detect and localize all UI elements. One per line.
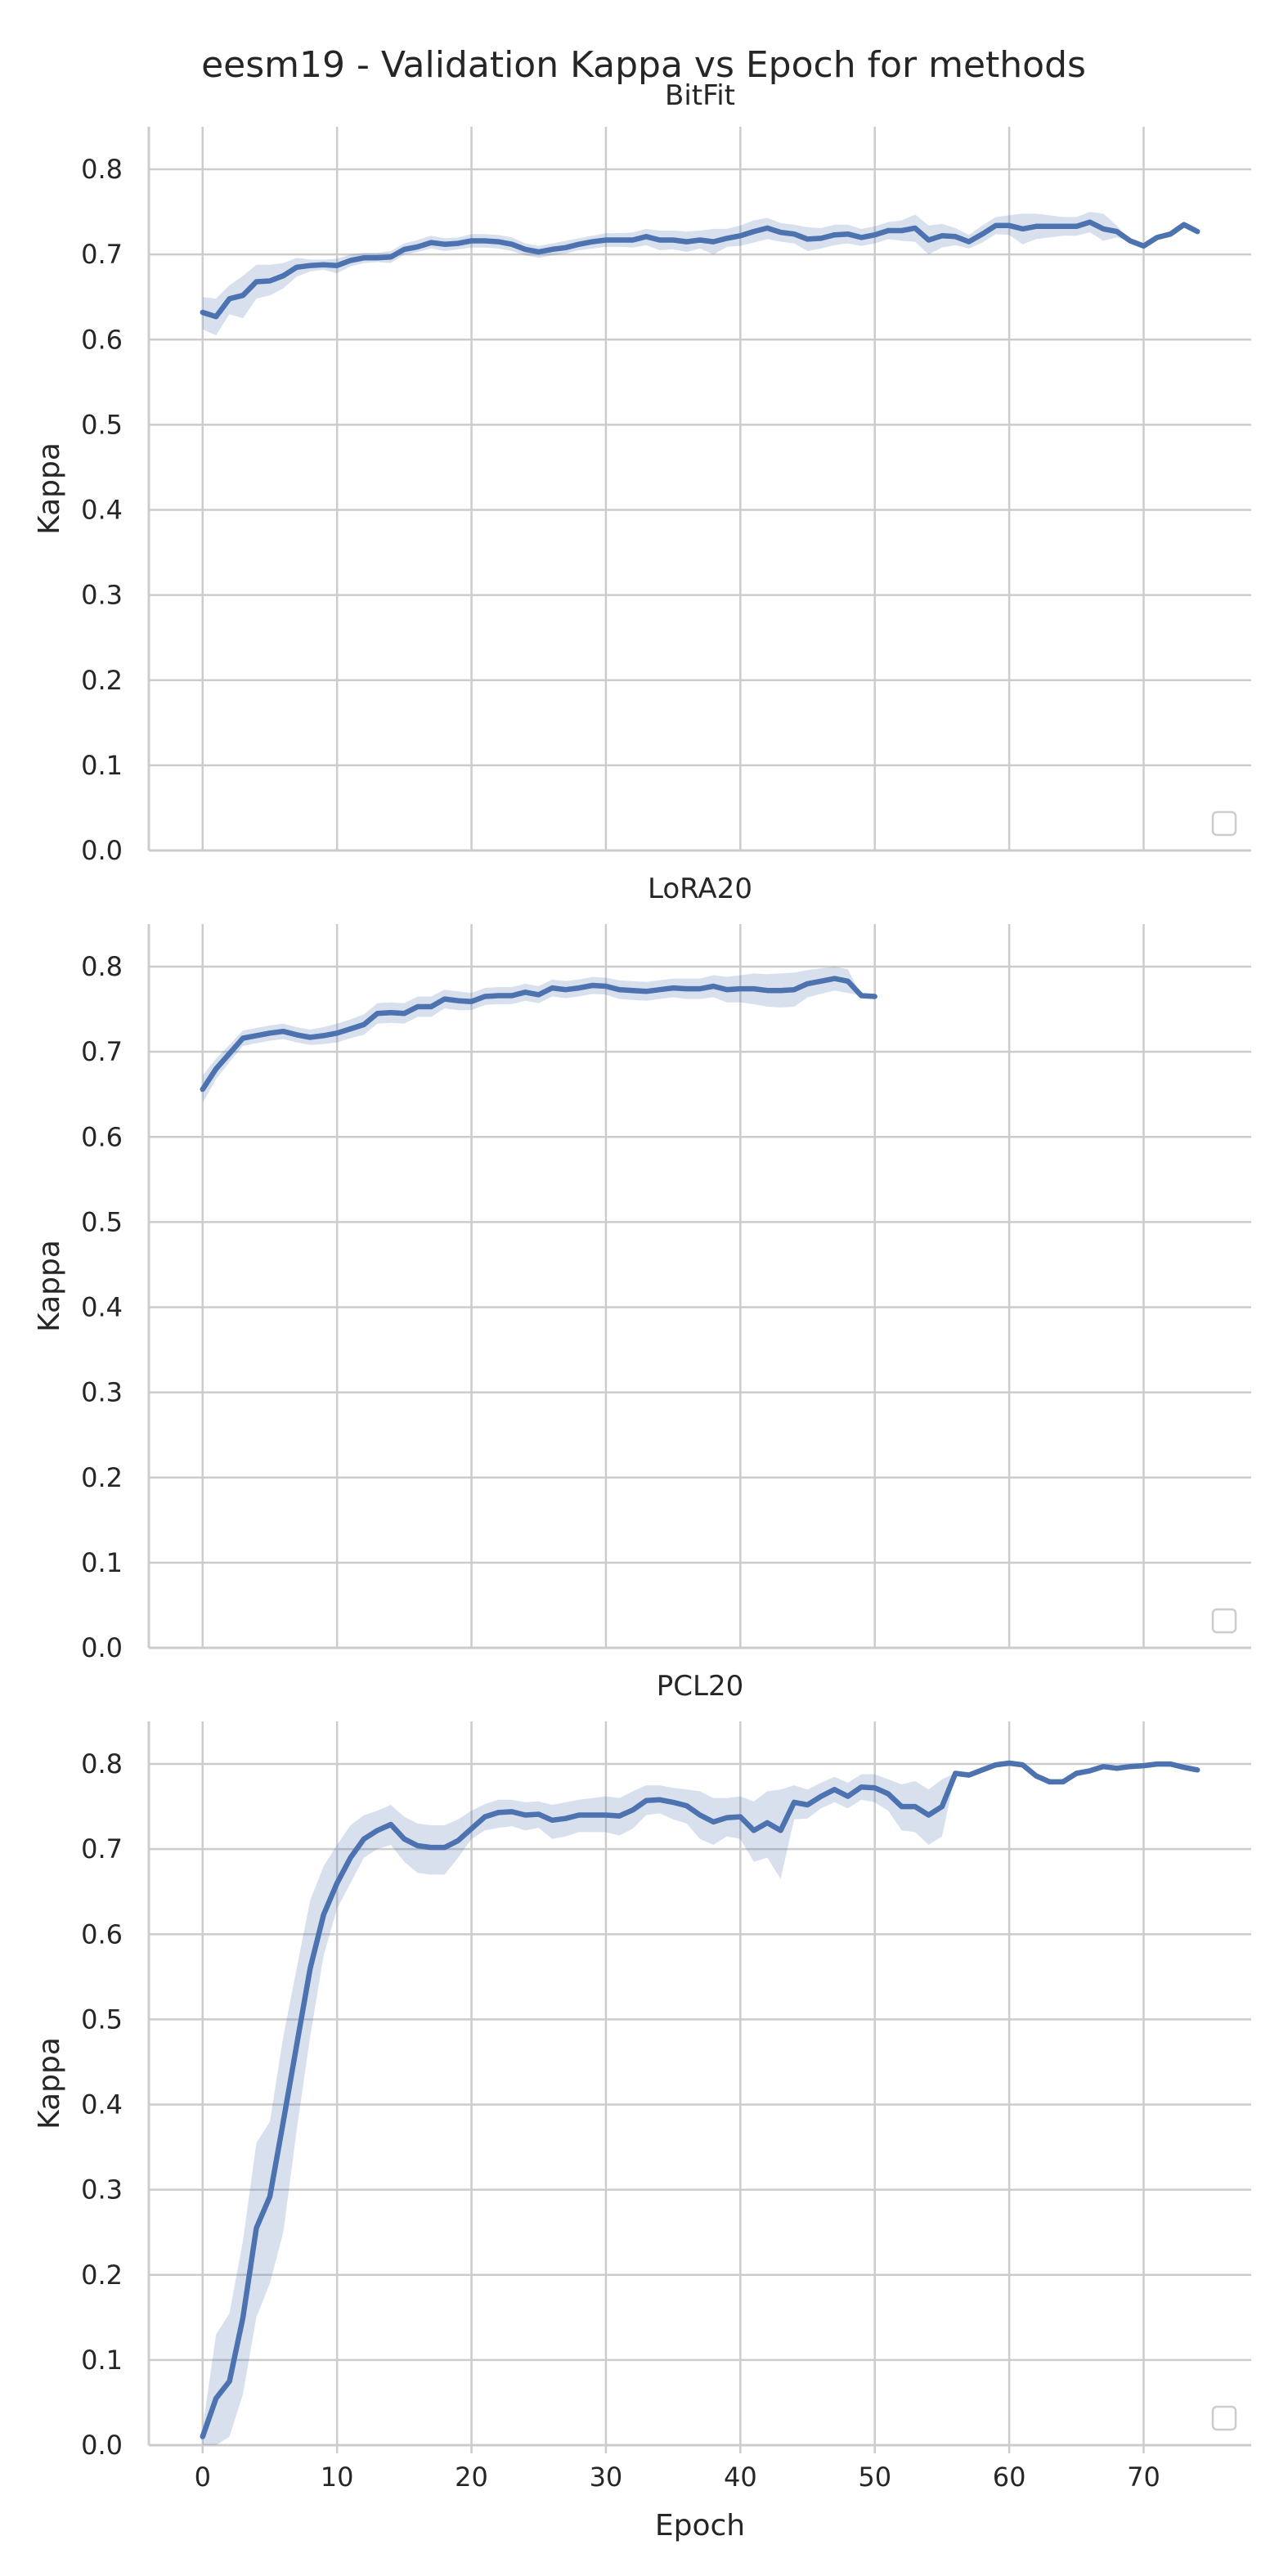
y-axis-label: Kappa: [33, 442, 66, 535]
x-axis-label: Epoch: [655, 2509, 745, 2542]
y-tick-label: 0.3: [81, 580, 123, 611]
y-tick-label: 0.3: [81, 1377, 123, 1408]
y-tick-label: 0.0: [81, 1632, 123, 1663]
y-tick-label: 0.3: [81, 2174, 123, 2206]
y-tick-label: 0.6: [81, 1919, 123, 1950]
y-tick-label: 0.5: [81, 2004, 123, 2035]
x-tick-label: 30: [590, 2462, 623, 2493]
y-tick-label: 0.4: [81, 1292, 123, 1323]
legend-box: [1211, 810, 1237, 837]
y-tick-label: 0.5: [81, 1206, 123, 1237]
y-tick-label: 0.2: [81, 665, 123, 696]
y-tick-label: 0.8: [81, 1748, 123, 1779]
x-tick-label: 60: [993, 2462, 1026, 2493]
y-tick-label: 0.6: [81, 1121, 123, 1152]
y-axis-label: Kappa: [33, 1240, 66, 1332]
series-line: [200, 976, 877, 1093]
y-tick-label: 0.7: [81, 239, 123, 270]
y-tick-label: 0.8: [81, 154, 123, 185]
y-tick-label: 0.0: [81, 835, 123, 866]
legend-box: [1211, 2405, 1237, 2431]
x-tick-label: 20: [455, 2462, 488, 2493]
panel-bitfit: 0.0 0.1 0.2 0.3 0.4 0.5 0.6 0.7 0.8 Kappa BitFit: [33, 79, 1251, 866]
y-tick-label: 0.2: [81, 2260, 123, 2291]
y-tick-label: 0.1: [81, 750, 123, 781]
y-tick-label: 0.4: [81, 2089, 123, 2120]
y-axis-label: Kappa: [33, 2037, 66, 2129]
series-line: [200, 219, 1200, 320]
x-tick-label: 0: [195, 2462, 211, 2493]
x-tick-label: 70: [1127, 2462, 1160, 2493]
x-tick-label: 40: [724, 2462, 757, 2493]
panel-title: BitFit: [665, 79, 735, 112]
series-line: [200, 1760, 1200, 2439]
figure-title: eesm19 - Validation Kappa vs Epoch for m…: [201, 44, 1086, 86]
confidence-band: [202, 212, 1198, 336]
y-tick-label: 0.7: [81, 1833, 123, 1865]
y-tick-label: 0.4: [81, 495, 123, 526]
panel-lora20: 0.0 0.1 0.2 0.3 0.4 0.5 0.6 0.7 0.8 Kappa LoRA20: [33, 873, 1251, 1663]
y-tick-label: 0.5: [81, 409, 123, 440]
y-tick-label: 0.2: [81, 1462, 123, 1493]
panel-title: PCL20: [657, 1670, 743, 1703]
panel-title: LoRA20: [648, 873, 752, 905]
y-tick-label: 0.7: [81, 1036, 123, 1067]
y-tick-label: 0.1: [81, 2345, 123, 2376]
y-tick-label: 0.8: [81, 951, 123, 982]
panel-pcl20: 0.0 0.1 0.2 0.3 0.4 0.5 0.6 0.7 0.8 0 10 20 30 40 50 60…: [33, 1670, 1251, 2542]
y-tick-label: 0.0: [81, 2430, 123, 2461]
y-tick-label: 0.1: [81, 1547, 123, 1578]
x-tick-label: 10: [321, 2462, 354, 2493]
x-tick-label: 50: [858, 2462, 891, 2493]
y-tick-label: 0.6: [81, 324, 123, 355]
legend-box: [1211, 1608, 1237, 1634]
